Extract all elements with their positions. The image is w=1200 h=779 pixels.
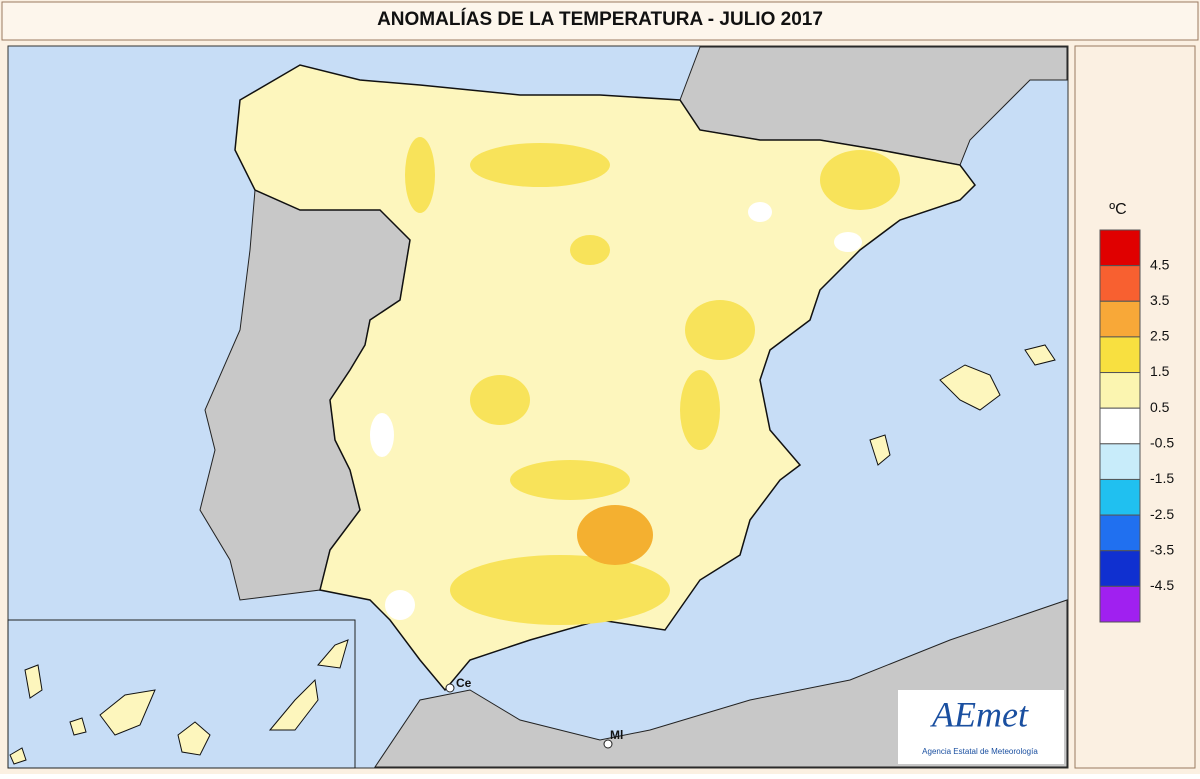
legend-label: 0.5	[1150, 399, 1170, 415]
island	[69, 717, 87, 736]
canary-islands	[9, 639, 349, 765]
legend: 4.5 3.5 2.5 1.5 0.5 -0.5 -1.5 -2.5 -3.5 -4.5	[1099, 229, 1174, 623]
island	[1024, 344, 1056, 366]
legend-label: -2.5	[1150, 506, 1174, 522]
legend-label: -4.5	[1150, 577, 1174, 593]
legend-swatch	[1099, 336, 1141, 374]
legend-swatch	[1099, 265, 1141, 302]
hot-anomaly-area	[577, 505, 653, 565]
legend-label: -3.5	[1150, 541, 1174, 557]
legend-label: 1.5	[1150, 363, 1170, 379]
island	[9, 747, 27, 765]
anomaly-area	[450, 555, 670, 625]
legend-label: -1.5	[1150, 470, 1174, 486]
map-panel: Ce Ml AEmet Agencia Estatal de Meteorolo…	[7, 45, 1069, 769]
legend-swatch	[1099, 229, 1141, 267]
legend-label: -0.5	[1150, 435, 1174, 451]
island	[268, 678, 319, 731]
island	[177, 721, 211, 756]
legend-swatch	[1099, 478, 1141, 516]
anomaly-area	[748, 202, 772, 222]
legend-swatch	[1099, 372, 1141, 409]
spain	[234, 64, 976, 692]
city-label: Ml	[610, 728, 623, 742]
legend-label: 3.5	[1150, 292, 1170, 308]
anomaly-area	[685, 300, 755, 360]
logo-box	[898, 690, 1064, 764]
balearic-islands	[869, 344, 1056, 466]
island	[869, 434, 891, 466]
anomaly-area	[820, 150, 900, 210]
legend-swatch	[1099, 514, 1141, 552]
legend-swatch	[1099, 443, 1141, 480]
anomaly-area	[405, 137, 435, 213]
anomaly-area	[385, 590, 415, 620]
warm-anomaly-areas	[405, 137, 900, 625]
city-marker	[603, 739, 613, 749]
island	[99, 689, 156, 736]
anomaly-area	[570, 235, 610, 265]
city-marker	[445, 683, 455, 693]
anomaly-area	[470, 375, 530, 425]
legend-swatch	[1099, 585, 1141, 623]
legend-label: 4.5	[1150, 256, 1170, 272]
title-bar	[1, 1, 1199, 41]
legend-swatch	[1099, 407, 1141, 445]
map-title: ANOMALÍAS DE LA TEMPERATURA - JULIO 2017	[377, 8, 823, 30]
africa	[374, 599, 1068, 768]
neutral-anomaly-areas	[370, 202, 862, 620]
island	[317, 639, 349, 669]
logo-subtitle: Agencia Estatal de Meteorología	[922, 747, 1038, 756]
legend-unit: ºC	[1109, 201, 1126, 218]
city-label: Ce	[456, 676, 472, 690]
logo-name: AEmet	[930, 694, 1029, 734]
legend-label: 2.5	[1150, 328, 1170, 344]
anomaly-area	[680, 370, 720, 450]
island	[939, 364, 1001, 411]
anomaly-area	[510, 460, 630, 500]
island	[24, 664, 43, 699]
legend-swatch	[1099, 300, 1141, 338]
legend-swatch	[1099, 550, 1141, 587]
anomaly-area	[370, 413, 394, 457]
anomaly-area	[834, 232, 862, 252]
anomaly-area	[470, 143, 610, 187]
